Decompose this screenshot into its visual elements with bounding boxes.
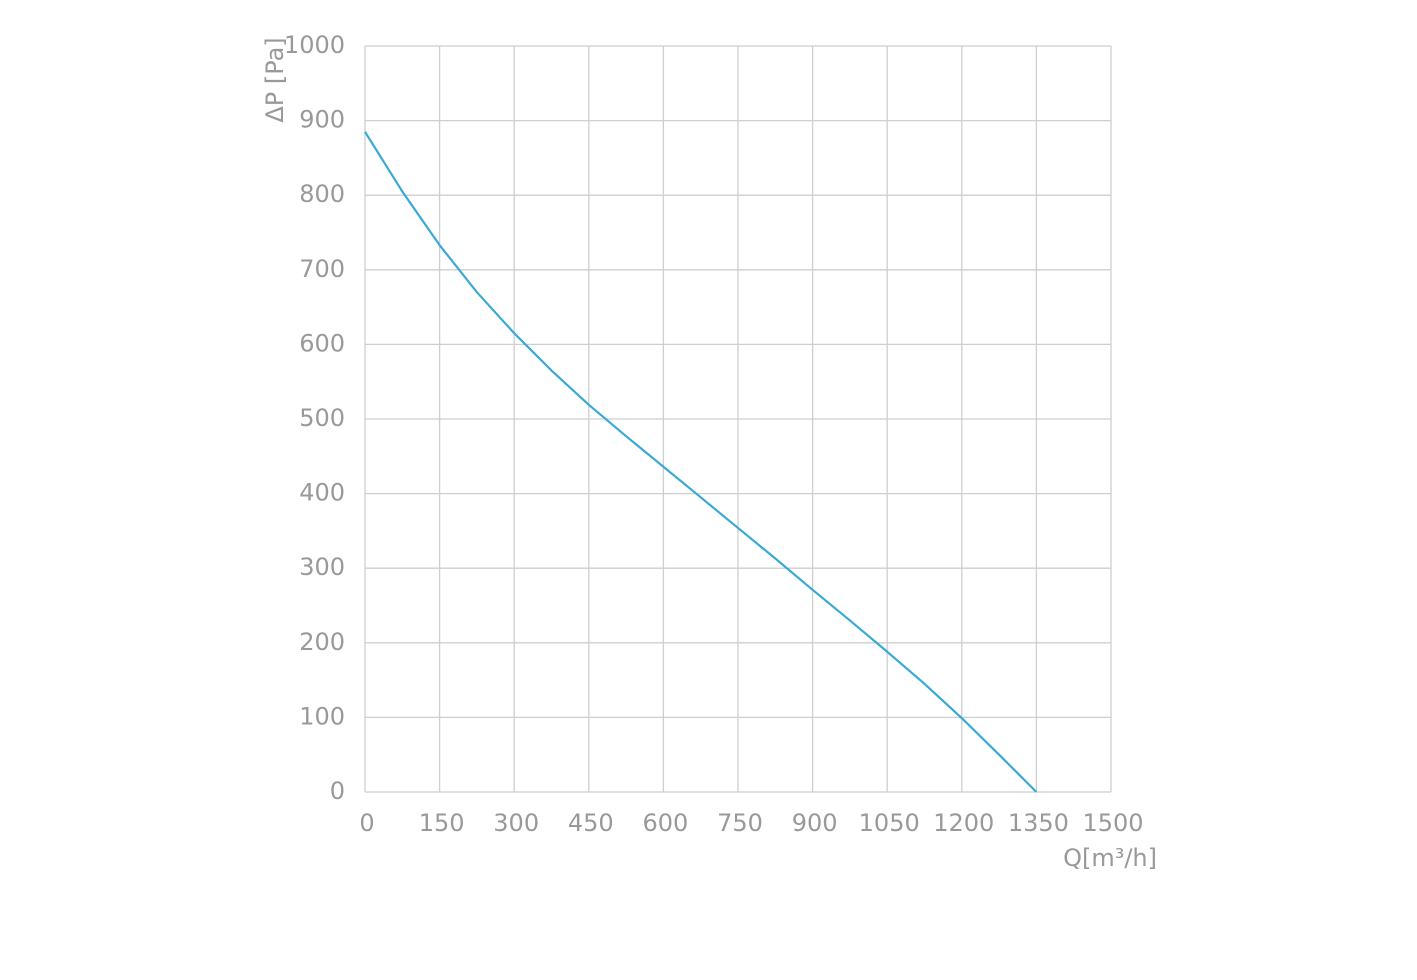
y-tick-label: 800 xyxy=(299,180,345,208)
x-tick-label: 900 xyxy=(792,809,838,837)
x-tick-label: 150 xyxy=(419,809,465,837)
y-tick-label: 900 xyxy=(299,106,345,134)
y-tick-label: 500 xyxy=(299,404,345,432)
x-tick-label: 1500 xyxy=(1082,809,1143,837)
x-tick-label: 450 xyxy=(568,809,614,837)
x-axis-label: Q[m³/h] xyxy=(1063,844,1157,872)
x-tick-label: 1350 xyxy=(1008,809,1069,837)
x-tick-label: 600 xyxy=(642,809,688,837)
y-axis-label: ΔP [Pa] xyxy=(261,37,289,122)
curve xyxy=(364,131,1038,793)
y-tick-label: 0 xyxy=(330,777,345,805)
x-tick-label: 750 xyxy=(717,809,763,837)
y-tick-label: 400 xyxy=(299,479,345,507)
y-tick-label: 300 xyxy=(299,553,345,581)
x-tick-label: 1050 xyxy=(859,809,920,837)
y-tick-label: 700 xyxy=(299,255,345,283)
x-tick-label: 0 xyxy=(359,809,374,837)
y-tick-label: 100 xyxy=(299,702,345,730)
x-tick-label: 1200 xyxy=(933,809,994,837)
y-tick-label: 600 xyxy=(299,329,345,357)
x-tick-label: 300 xyxy=(493,809,539,837)
y-tick-label: 1000 xyxy=(284,31,345,59)
y-tick-label: 200 xyxy=(299,628,345,656)
